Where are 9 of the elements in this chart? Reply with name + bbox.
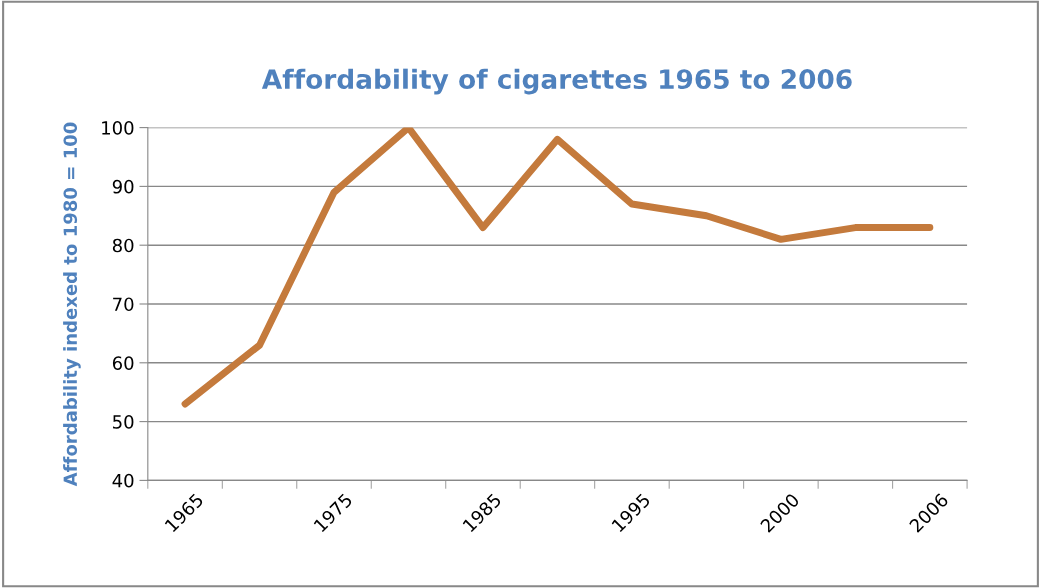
y-tick-label: 50 bbox=[113, 415, 134, 429]
y-tick-label: 80 bbox=[112, 238, 134, 253]
y-tick-label: 90 bbox=[112, 179, 134, 194]
y-axis-title: Affordability indexed to 1980 = 100 bbox=[63, 122, 81, 487]
y-tick-label: 100 bbox=[102, 121, 134, 135]
y-tick-label: 70 bbox=[113, 297, 134, 312]
chart-title: Affordability of cigarettes 1965 to 2006 bbox=[261, 68, 852, 95]
y-tick-label: 40 bbox=[112, 473, 134, 488]
y-tick-label: 60 bbox=[112, 356, 134, 370]
